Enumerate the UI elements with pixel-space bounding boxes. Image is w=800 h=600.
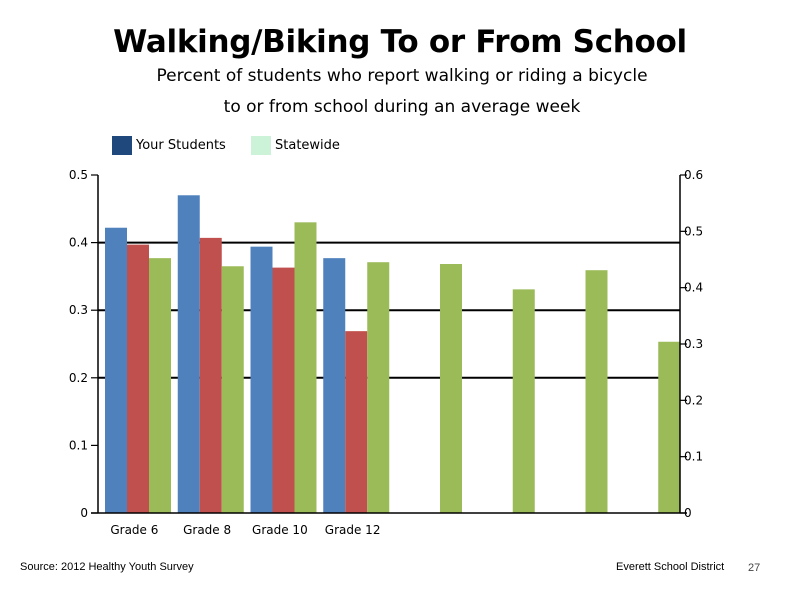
category-label-2: Grade 10 — [252, 523, 308, 537]
right-tick-label-2: 0.2 — [684, 393, 703, 407]
bar-s0-c2 — [250, 246, 273, 513]
right-tick-label-0: 0 — [684, 506, 692, 520]
bar-s1-c3 — [345, 331, 368, 513]
left-tick-label-1: 0.1 — [69, 438, 88, 452]
district-name: Everett School District — [616, 561, 725, 573]
bar-s2-c2 — [294, 222, 317, 513]
bar-s0-c0 — [105, 227, 127, 513]
legend-item-your-students: Your Students — [112, 136, 226, 155]
page-number: 27 — [748, 562, 761, 574]
left-tick-label-5: 0.5 — [69, 168, 88, 182]
bar-s3-c5 — [512, 289, 535, 513]
right-tick-label-1: 0.1 — [684, 450, 703, 464]
legend-swatch-your-students — [112, 136, 132, 155]
left-tick-label-2: 0.2 — [69, 371, 88, 385]
chart-title: Walking/Biking To or From School — [113, 24, 687, 60]
category-label-3: Grade 12 — [325, 523, 381, 537]
right-tick-label-4: 0.4 — [684, 281, 703, 295]
legend-label-statewide: Statewide — [275, 138, 340, 153]
bar-s1-c1 — [199, 237, 222, 514]
right-tick-label-6: 0.6 — [684, 168, 703, 182]
bar-s0-c1 — [177, 195, 200, 513]
category-label-0: Grade 6 — [110, 523, 158, 537]
source-note: Source: 2012 Healthy Youth Survey — [20, 561, 194, 573]
bar-s3-c6 — [585, 270, 608, 513]
right-tick-label-5: 0.5 — [684, 224, 703, 238]
bar-s3-c4 — [440, 264, 462, 513]
bar-s1-c2 — [272, 267, 295, 513]
bar-s1-c0 — [127, 244, 149, 514]
chart-subtitle-line2: to or from school during an average week — [223, 97, 581, 117]
left-tick-label-3: 0.3 — [69, 303, 88, 317]
legend-item-statewide: Statewide — [251, 136, 340, 155]
bar-s2-c3 — [367, 262, 390, 513]
legend-label-your-students: Your Students — [136, 138, 226, 153]
left-tick-label-0: 0 — [80, 506, 88, 520]
legend-swatch-statewide — [251, 136, 271, 155]
right-tick-label-3: 0.3 — [684, 337, 703, 351]
bar-s2-c1 — [221, 266, 244, 513]
category-label-1: Grade 8 — [183, 523, 231, 537]
bar-s0-c3 — [323, 258, 346, 513]
chart-subtitle-line1: Percent of students who report walking o… — [156, 66, 648, 86]
left-tick-label-4: 0.4 — [69, 236, 88, 250]
bar-s3-c7 — [658, 341, 681, 513]
bar-s2-c0 — [149, 258, 171, 513]
